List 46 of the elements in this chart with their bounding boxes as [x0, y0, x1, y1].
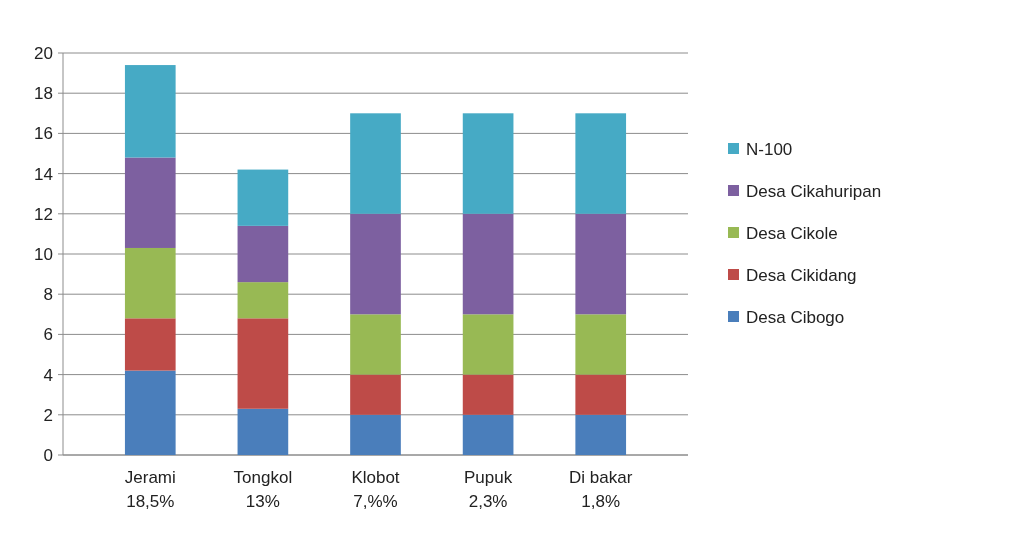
- x-tick-label: Tongkol 13%: [233, 468, 293, 511]
- legend-label: Desa Cikahuripan: [746, 181, 882, 201]
- bar: [237, 408, 289, 455]
- y-tick-label: 12: [34, 204, 53, 224]
- bar: [237, 169, 289, 226]
- y-tick-label: 0: [43, 445, 53, 465]
- y-tick-label: 2: [43, 405, 53, 425]
- bar: [350, 374, 401, 415]
- y-tick-label: 8: [43, 285, 53, 305]
- x-tick-label: Jerami 18,5%: [124, 468, 176, 511]
- bar: [124, 157, 176, 248]
- y-tick-label: 4: [43, 365, 53, 385]
- legend-label: Desa Cikidang: [746, 265, 857, 285]
- legend-label: Desa Cibogo: [746, 307, 845, 327]
- bar: [462, 314, 514, 375]
- y-tick-label: 10: [34, 244, 53, 264]
- bar: [575, 314, 627, 375]
- x-tick-label: Klobot 7,%%: [351, 468, 400, 511]
- bar: [237, 282, 289, 319]
- y-tick-label: 18: [34, 84, 53, 104]
- y-tick-label: 6: [43, 325, 53, 345]
- legend-label: N-100: [746, 139, 793, 159]
- bar: [350, 314, 401, 375]
- bar: [237, 225, 289, 283]
- bar: [575, 113, 627, 214]
- y-tick-label: 16: [34, 124, 53, 144]
- bar: [237, 318, 289, 409]
- y-tick-label: 20: [34, 43, 53, 63]
- bar: [350, 213, 401, 315]
- bar: [124, 370, 176, 455]
- bar: [462, 414, 514, 455]
- bar: [575, 374, 627, 415]
- bar: [462, 113, 514, 214]
- bar: [350, 113, 401, 214]
- legend-label: Desa Cikole: [746, 223, 838, 243]
- bar: [124, 247, 176, 319]
- bar: [575, 414, 627, 455]
- bar: [462, 374, 514, 415]
- bar: [575, 213, 627, 315]
- x-tick-label: Pupuk 2,3%: [464, 468, 513, 511]
- bar: [124, 65, 176, 158]
- bar: [124, 318, 176, 371]
- bar: [350, 414, 401, 455]
- bar: [462, 213, 514, 315]
- x-tick-label: Di bakar 1,8%: [569, 468, 633, 511]
- y-tick-label: 14: [34, 164, 53, 184]
